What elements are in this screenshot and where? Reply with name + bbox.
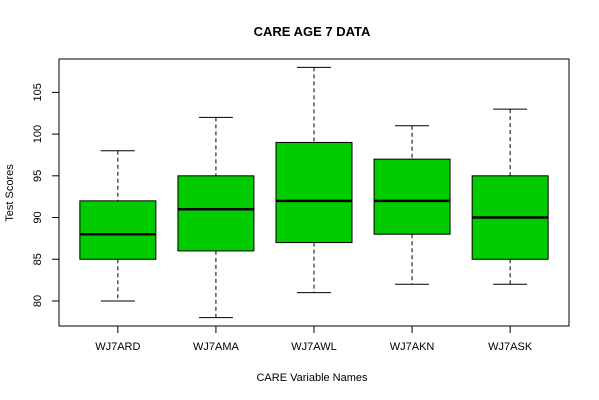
y-tick-label: 95 bbox=[32, 170, 44, 182]
iqr-box bbox=[275, 141, 353, 244]
box-wj7ama bbox=[177, 116, 255, 319]
y-tick-label: 100 bbox=[32, 125, 44, 143]
y-tick-label: 85 bbox=[32, 253, 44, 265]
box-wj7awl bbox=[275, 66, 353, 294]
y-tick-label: 105 bbox=[32, 83, 44, 101]
x-tick-label: WJ7AKN bbox=[390, 341, 435, 353]
y-tick-label: 80 bbox=[32, 295, 44, 307]
x-tick-label: WJ7ASK bbox=[488, 341, 533, 353]
x-axis: WJ7ARD WJ7AMA WJ7AWL WJ7AKN WJ7ASK bbox=[95, 325, 533, 353]
y-axis: 80 85 90 95 100 105 bbox=[32, 83, 60, 307]
y-tick-label: 90 bbox=[32, 211, 44, 223]
iqr-box bbox=[177, 175, 255, 252]
box-wj7ard bbox=[79, 150, 157, 302]
iqr-box bbox=[79, 200, 157, 260]
chart-title: CARE AGE 7 DATA bbox=[254, 24, 371, 39]
x-tick-label: WJ7AMA bbox=[193, 341, 240, 353]
y-axis-label: Test Scores bbox=[4, 164, 16, 222]
iqr-box bbox=[373, 158, 451, 235]
x-tick-label: WJ7ARD bbox=[95, 341, 140, 353]
x-tick-label: WJ7AWL bbox=[291, 341, 336, 353]
boxes-layer bbox=[79, 66, 549, 319]
box-wj7akn bbox=[373, 125, 451, 285]
box-wj7ask bbox=[471, 108, 549, 285]
x-axis-label: CARE Variable Names bbox=[256, 372, 368, 384]
